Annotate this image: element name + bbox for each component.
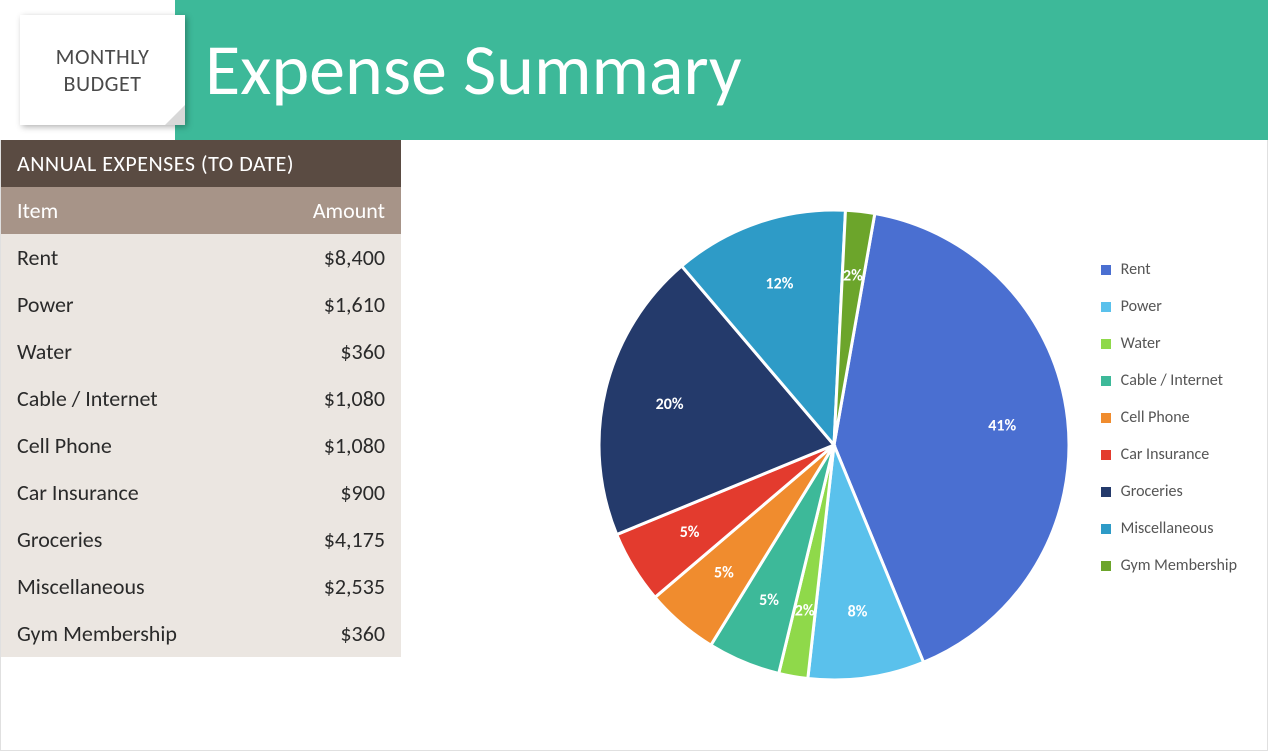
chart-legend: Rent Power Water Cable / Internet Cell Phone… [1101, 260, 1237, 575]
table-cell: $1,080 [260, 422, 401, 469]
pie-slice-label: 2% [795, 602, 815, 621]
legend-label: Gym Membership [1121, 556, 1237, 575]
legend-label: Miscellaneous [1121, 519, 1214, 538]
table-row: Miscellaneous$2,535 [1, 563, 401, 610]
table-row: Rent$8,400 [1, 234, 401, 281]
table-cell: Car Insurance [1, 469, 260, 516]
pie-slice-label: 5% [680, 523, 700, 542]
table-cell: Water [1, 328, 260, 375]
legend-label: Groceries [1121, 482, 1183, 501]
table-cell: $1,610 [260, 281, 401, 328]
pie-slice-label: 8% [848, 602, 868, 621]
table-cell: $1,080 [260, 375, 401, 422]
pie-slice-label: 20% [656, 395, 684, 414]
table-cell: Rent [1, 234, 260, 281]
table-row: Power$1,610 [1, 281, 401, 328]
table-row: Groceries$4,175 [1, 516, 401, 563]
legend-item: Rent [1101, 260, 1237, 279]
legend-item: Groceries [1101, 482, 1237, 501]
legend-item: Cell Phone [1101, 408, 1237, 427]
legend-label: Car Insurance [1121, 445, 1210, 464]
page-title: Expense Summary [205, 26, 742, 114]
pie-slice-label: 5% [714, 563, 734, 582]
badge-line-1: MONTHLY [56, 43, 150, 70]
title-bar: Expense Summary [175, 0, 1268, 140]
legend-swatch [1101, 302, 1111, 312]
table-cell: $8,400 [260, 234, 401, 281]
legend-item: Cable / Internet [1101, 371, 1237, 390]
table-cell: Gym Membership [1, 610, 260, 657]
content: ANNUAL EXPENSES (TO DATE) ItemAmount Ren… [0, 140, 1268, 751]
legend-item: Water [1101, 334, 1237, 353]
pie-slice-label: 5% [759, 591, 779, 610]
table-column-header: Item [1, 187, 260, 234]
expense-table-wrap: ANNUAL EXPENSES (TO DATE) ItemAmount Ren… [1, 140, 401, 750]
legend-label: Water [1121, 334, 1161, 353]
table-row: Cell Phone$1,080 [1, 422, 401, 469]
table-cell: $360 [260, 328, 401, 375]
expense-table: ItemAmount Rent$8,400Power$1,610Water$36… [1, 187, 401, 657]
table-header: ItemAmount [1, 187, 401, 234]
table-cell: Miscellaneous [1, 563, 260, 610]
legend-label: Cable / Internet [1121, 371, 1223, 390]
budget-badge: MONTHLY BUDGET [20, 15, 185, 125]
table-cell: $2,535 [260, 563, 401, 610]
pie-slice-label: 12% [766, 275, 794, 294]
pie-slice-label: 2% [843, 267, 863, 286]
table-row: Car Insurance$900 [1, 469, 401, 516]
legend-swatch [1101, 450, 1111, 460]
table-cell: Groceries [1, 516, 260, 563]
legend-swatch [1101, 487, 1111, 497]
table-row: Gym Membership$360 [1, 610, 401, 657]
table-title: ANNUAL EXPENSES (TO DATE) [1, 140, 401, 187]
legend-swatch [1101, 524, 1111, 534]
table-cell: Power [1, 281, 260, 328]
pie-chart-wrap: 41% 8% 2% 5% 5% 5% 20% 12% 2% Rent Power Water Cabl… [401, 140, 1267, 750]
table-body: Rent$8,400Power$1,610Water$360Cable / In… [1, 234, 401, 657]
legend-swatch [1101, 376, 1111, 386]
legend-item: Car Insurance [1101, 445, 1237, 464]
table-row: Cable / Internet$1,080 [1, 375, 401, 422]
table-cell: $360 [260, 610, 401, 657]
legend-label: Rent [1121, 260, 1151, 279]
legend-swatch [1101, 413, 1111, 423]
badge-line-2: BUDGET [64, 70, 142, 97]
header: MONTHLY BUDGET Expense Summary [0, 0, 1268, 140]
table-cell: Cell Phone [1, 422, 260, 469]
legend-item: Miscellaneous [1101, 519, 1237, 538]
table-row: Water$360 [1, 328, 401, 375]
pie-chart: 41% 8% 2% 5% 5% 5% 20% 12% 2% [564, 175, 1104, 715]
table-column-header: Amount [260, 187, 401, 234]
legend-swatch [1101, 339, 1111, 349]
legend-item: Gym Membership [1101, 556, 1237, 575]
pie-slice-label: 41% [988, 417, 1016, 436]
table-cell: $900 [260, 469, 401, 516]
table-cell: $4,175 [260, 516, 401, 563]
legend-swatch [1101, 265, 1111, 275]
table-cell: Cable / Internet [1, 375, 260, 422]
legend-label: Cell Phone [1121, 408, 1190, 427]
legend-label: Power [1121, 297, 1162, 316]
legend-item: Power [1101, 297, 1237, 316]
legend-swatch [1101, 561, 1111, 571]
